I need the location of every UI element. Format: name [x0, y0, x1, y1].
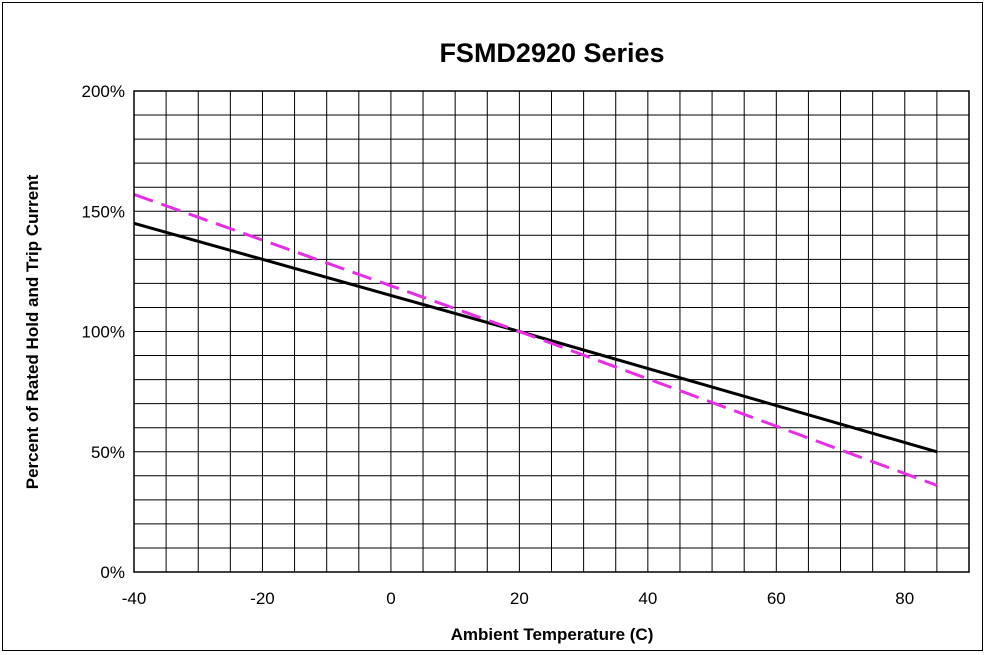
- x-tick-label: 20: [510, 589, 529, 608]
- x-tick-label: -40: [122, 589, 147, 608]
- chart-title: FSMD2920 Series: [439, 38, 664, 68]
- x-tick-label: 60: [767, 589, 786, 608]
- series-layer: [133, 192, 938, 487]
- x-tick-label: -20: [250, 589, 275, 608]
- grid: [133, 90, 970, 573]
- tick-labels: -40 -20 0 20 40 60 80 0% 50% 100% 150% 200%: [82, 82, 915, 608]
- y-tick-label: 150%: [82, 202, 125, 221]
- y-tick-label: 50%: [91, 443, 125, 462]
- plot-border: [133, 90, 970, 573]
- series-line-2: [133, 192, 938, 487]
- x-axis-title: Ambient Temperature (C): [451, 625, 654, 644]
- series-line-1: [133, 221, 938, 454]
- x-tick-label: 40: [638, 589, 657, 608]
- y-tick-label: 200%: [82, 82, 125, 101]
- y-tick-label: 0%: [100, 563, 125, 582]
- x-tick-label: 80: [895, 589, 914, 608]
- y-tick-label: 100%: [82, 323, 125, 342]
- y-axis-title: Percent of Rated Hold and Trip Current: [23, 174, 42, 489]
- x-tick-label: 0: [386, 589, 395, 608]
